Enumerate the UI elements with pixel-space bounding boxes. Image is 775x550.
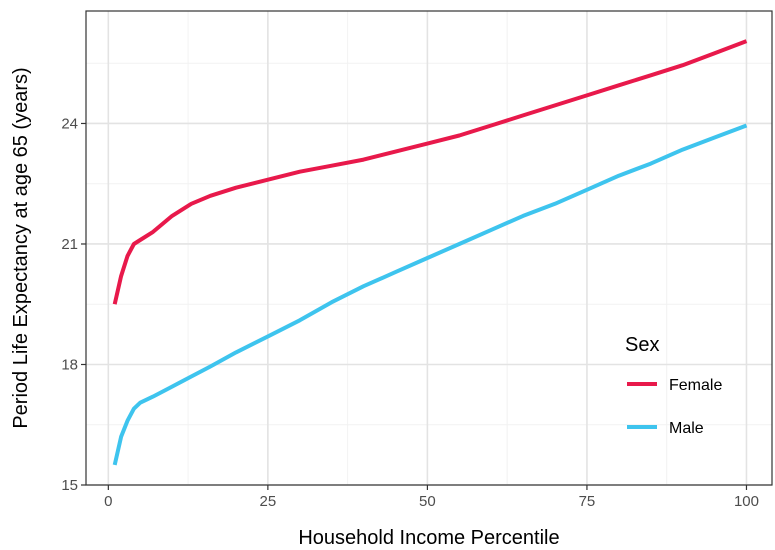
panel-border [85,10,773,486]
series-line-female [112,39,748,305]
y-axis-ticks: 15 18 21 24 [61,115,86,494]
y-tick-label: 21 [61,236,78,253]
y-tick-label: 24 [61,115,78,132]
legend-title: Sex [625,334,659,356]
panel-background [86,11,772,485]
x-axis-title: Household Income Percentile [298,527,559,549]
legend: Sex Female Male [625,334,722,437]
minor-gridlines [86,11,772,485]
y-axis-title: Period Life Expectancy at age 65 (years) [10,67,32,428]
x-tick-label: 50 [419,493,436,510]
y-tick-label: 18 [61,356,78,373]
legend-label-female: Female [669,377,722,394]
x-tick-label: 75 [579,493,596,510]
legend-label-male: Male [669,420,704,437]
x-tick-label: 25 [260,493,277,510]
x-tick-label: 0 [104,493,112,510]
series-line-male [112,123,748,466]
series-lines [112,39,748,466]
y-tick-label: 15 [61,477,78,494]
x-tick-label: 100 [734,493,759,510]
x-axis-ticks: 0 25 50 75 100 [104,485,759,510]
